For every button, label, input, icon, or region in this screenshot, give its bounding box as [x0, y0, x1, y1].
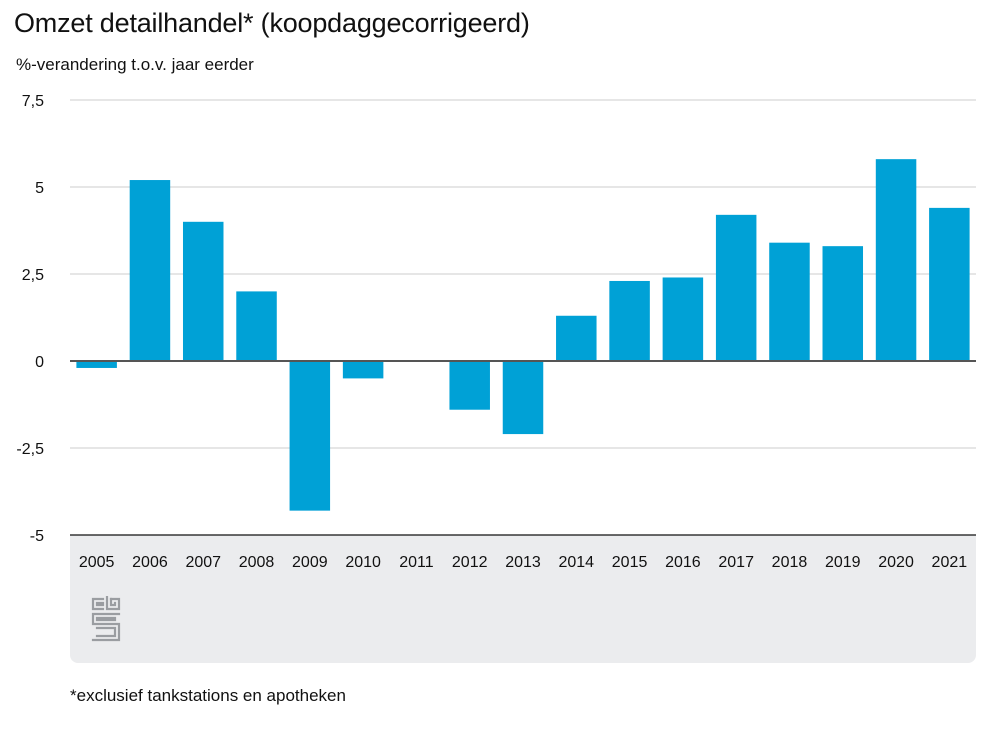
chart-footnote: *exclusief tankstations en apotheken	[70, 686, 346, 705]
y-tick-labels: 7,5 5 2,5 0 -2,5 -5	[16, 93, 44, 545]
bar-2019	[822, 246, 864, 361]
source-panel	[70, 535, 976, 663]
bar-2013	[502, 361, 544, 435]
x-tick-label: 2019	[825, 554, 861, 571]
bars	[76, 159, 970, 511]
bar-2020	[875, 159, 917, 361]
bar-2015	[609, 280, 650, 361]
x-tick-label: 2015	[612, 554, 648, 571]
x-tick-label: 2013	[505, 554, 541, 571]
x-tick-label: 2010	[345, 554, 381, 571]
cbs-logo-icon	[91, 596, 121, 642]
x-tick-label: 2006	[132, 554, 168, 571]
chart-subtitle: %-verandering t.o.v. jaar eerder	[16, 55, 254, 74]
bar-2009	[289, 361, 331, 511]
bar-2016	[662, 277, 704, 361]
x-tick-label: 2018	[772, 554, 808, 571]
x-tick-label: 2021	[932, 554, 968, 571]
bar-2017	[715, 214, 757, 361]
bar-2021	[929, 207, 970, 361]
x-tick-label: 2008	[239, 554, 275, 571]
chart-title: Omzet detailhandel* (koopdaggecorrigeerd…	[14, 8, 530, 38]
bar-2012	[449, 361, 490, 410]
bar-2014	[556, 315, 597, 361]
bar-2007	[182, 221, 224, 361]
x-tick-label: 2005	[79, 554, 115, 571]
bar-2006	[129, 180, 171, 361]
y-tick-label: -2,5	[16, 441, 44, 458]
y-tick-label: 2,5	[22, 267, 44, 284]
y-tick-label: 5	[35, 180, 44, 197]
axes	[70, 360, 976, 536]
bar-2018	[769, 242, 810, 361]
x-tick-label: 2009	[292, 554, 328, 571]
x-tick-label: 2020	[878, 554, 914, 571]
x-tick-labels: 2005 2006 2007 2008 2009 2010 2011 2012 2013 2014…	[79, 554, 967, 571]
y-tick-label: -5	[30, 528, 44, 545]
y-tick-label: 7,5	[22, 93, 44, 110]
bar-2005	[76, 361, 117, 368]
bar-2010	[342, 361, 384, 379]
y-tick-label: 0	[35, 354, 44, 371]
x-tick-label: 2017	[718, 554, 754, 571]
x-tick-label: 2011	[399, 554, 434, 571]
x-tick-label: 2007	[185, 554, 221, 571]
x-tick-label: 2016	[665, 554, 701, 571]
bar-2008	[236, 291, 277, 361]
x-tick-label: 2012	[452, 554, 488, 571]
x-tick-label: 2014	[558, 554, 594, 571]
